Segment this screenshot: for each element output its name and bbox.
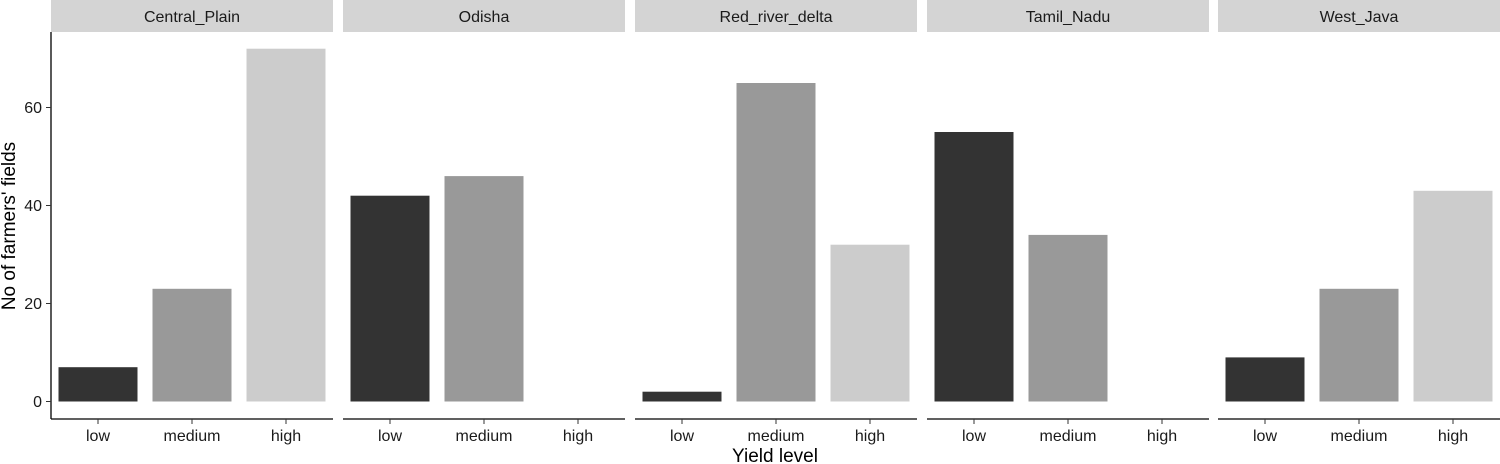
- bar-low: [934, 132, 1014, 402]
- bar-medium: [736, 83, 816, 402]
- x-tick-label: low: [962, 428, 986, 445]
- bar-low: [1225, 357, 1305, 402]
- x-tick-label: medium: [748, 428, 805, 445]
- x-tick-label: high: [563, 428, 593, 445]
- facet-strip-label: Central_Plain: [144, 9, 240, 26]
- facet-strip: [1218, 0, 1500, 32]
- x-tick-label: low: [670, 428, 694, 445]
- bar-medium: [152, 288, 232, 402]
- bar-high: [1413, 190, 1493, 402]
- y-tick-label: 60: [24, 100, 42, 117]
- x-tick-label: low: [1253, 428, 1277, 445]
- facet-strip: [343, 0, 625, 32]
- x-tick-label: medium: [164, 428, 221, 445]
- facet-strip: [635, 0, 917, 32]
- facet-strip: [51, 0, 333, 32]
- x-tick-label: high: [1147, 428, 1177, 445]
- bar-medium: [1028, 234, 1108, 402]
- x-tick-label: medium: [1331, 428, 1388, 445]
- facet-strip: [927, 0, 1209, 32]
- facet-panel-odisha: Odisha low medium high: [343, 0, 625, 445]
- x-tick-label: low: [378, 428, 402, 445]
- y-tick-label: 20: [24, 296, 42, 313]
- facet-strip-label: Red_river_delta: [720, 9, 833, 26]
- x-tick-label: high: [271, 428, 301, 445]
- y-axis-title: No of farmers' fields: [0, 142, 20, 310]
- bar-medium: [444, 176, 524, 402]
- y-tick-label: 0: [33, 394, 42, 411]
- facet-strip-label: Odisha: [459, 9, 510, 26]
- facet-strip-label: Tamil_Nadu: [1026, 9, 1110, 26]
- bar-medium: [1319, 288, 1399, 402]
- x-tick-label: medium: [1040, 428, 1097, 445]
- x-tick-label: medium: [456, 428, 513, 445]
- x-axis-title: Yield level: [732, 446, 818, 464]
- facet-strip-label: West_Java: [1320, 9, 1399, 26]
- bar-high: [246, 48, 326, 402]
- x-tick-label: low: [86, 428, 110, 445]
- bar-low: [642, 391, 722, 402]
- bar-high: [830, 244, 910, 402]
- x-tick-label: high: [855, 428, 885, 445]
- bar-low: [58, 367, 138, 402]
- y-tick-label: 40: [24, 198, 42, 215]
- x-tick-label: high: [1438, 428, 1468, 445]
- bar-low: [350, 195, 430, 402]
